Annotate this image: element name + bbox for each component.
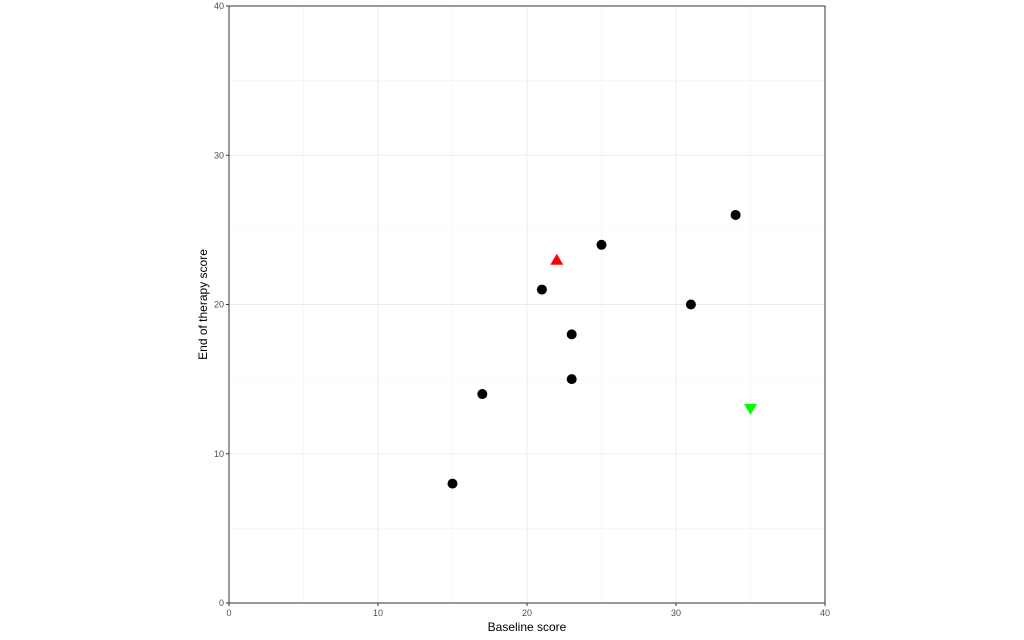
ticks: 0 10 20 30 40 0 10 20 30 40 xyxy=(214,1,830,618)
data-point-triangle-up xyxy=(550,253,564,265)
x-tick-label: 20 xyxy=(522,608,532,618)
y-tick-label: 20 xyxy=(214,300,224,310)
y-tick-label: 40 xyxy=(214,1,224,11)
data-point xyxy=(566,374,577,385)
data-point xyxy=(536,284,547,295)
x-tick-label: 30 xyxy=(671,608,681,618)
x-tick-label: 40 xyxy=(820,608,830,618)
x-axis-label: Baseline score xyxy=(488,620,567,634)
data-point xyxy=(447,478,458,489)
data-point xyxy=(596,239,607,250)
data-point xyxy=(730,209,741,220)
y-axis-label: End of therapy score xyxy=(196,249,210,360)
y-tick-label: 30 xyxy=(214,150,224,160)
x-tick-label: 10 xyxy=(373,608,383,618)
x-tick-label: 0 xyxy=(226,608,231,618)
data-point xyxy=(685,299,696,310)
y-tick-label: 0 xyxy=(219,598,224,608)
marks xyxy=(447,209,757,489)
y-tick-label: 10 xyxy=(214,449,224,459)
grid xyxy=(228,5,826,604)
data-point-triangle-down xyxy=(744,403,757,415)
data-point xyxy=(477,389,488,400)
data-point xyxy=(566,329,577,340)
